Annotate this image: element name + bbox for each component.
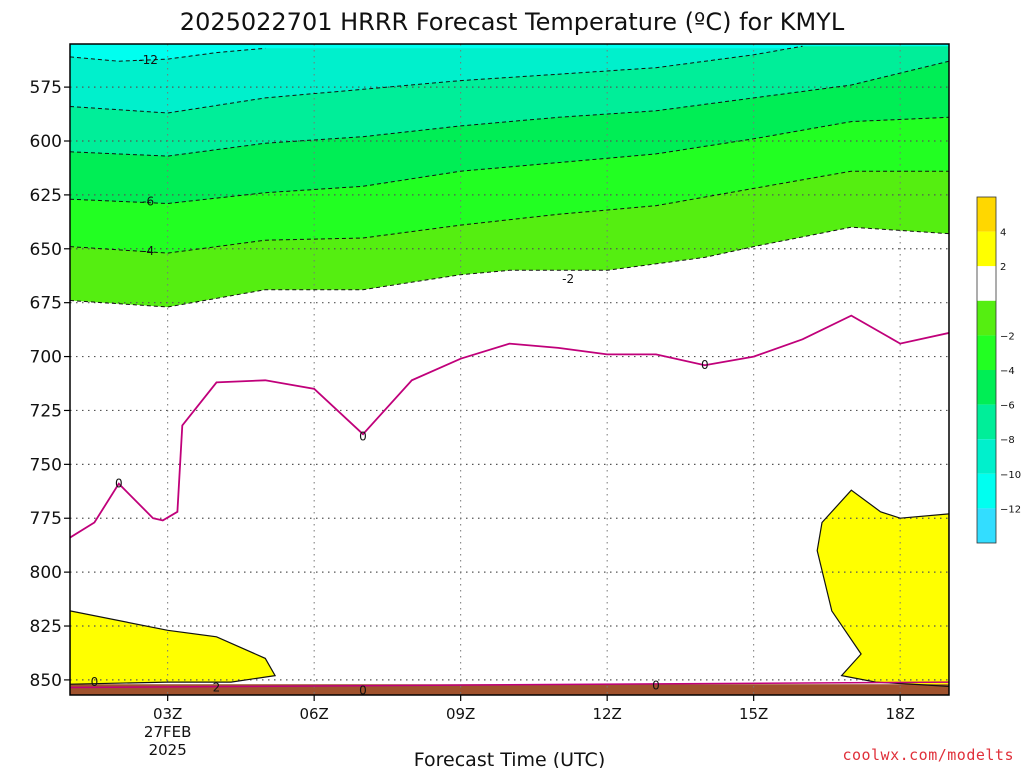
x-tick-label: 18Z xyxy=(885,705,914,723)
contour-label: -2 xyxy=(562,272,574,286)
colorbar-swatch xyxy=(977,370,996,405)
colorbar-label: −2 xyxy=(1000,331,1015,342)
contour-label: 0 xyxy=(359,684,367,698)
contour-0 xyxy=(70,314,949,539)
contour-minus-8 xyxy=(70,60,949,157)
contour-label: 0 xyxy=(91,675,99,689)
fill-warm-region-1 xyxy=(70,610,276,685)
contour-label: 0 xyxy=(652,678,660,692)
contour-minus-4 xyxy=(70,170,949,254)
x-tick-label: 12Z xyxy=(592,705,621,723)
contour-label: 0 xyxy=(115,477,123,491)
colorbar-label: −6 xyxy=(1000,401,1015,412)
y-tick-label: 650 xyxy=(30,240,62,260)
x-tick-label: 06Z xyxy=(299,705,328,723)
grid-lines xyxy=(70,44,949,695)
contour-label: 2 xyxy=(213,680,221,694)
x-tick-date: 2025 xyxy=(149,741,187,759)
colorbar-swatch xyxy=(977,266,996,301)
y-tick-label: 625 xyxy=(30,186,62,206)
contour-minus-2 xyxy=(70,226,949,308)
chart-title: 2025022701 HRRR Forecast Temperature (ºC… xyxy=(180,8,845,36)
colorbar-label: −4 xyxy=(1000,366,1015,377)
contour-2 xyxy=(70,610,277,685)
y-tick-label: 800 xyxy=(30,563,62,583)
colorbar-swatch xyxy=(977,404,996,440)
contour-0-surface xyxy=(70,681,949,689)
contour-lines xyxy=(70,45,949,689)
y-tick-label: 825 xyxy=(30,617,62,637)
contour-label: -12 xyxy=(138,53,158,67)
contour-minus-6 xyxy=(70,116,949,205)
contour-label: 0 xyxy=(359,429,367,443)
colorbar-swatch xyxy=(977,439,996,474)
colorbar: 4 2 −2 −4 −6 −8 −10 −12 xyxy=(976,196,1021,544)
y-tick-label: 750 xyxy=(30,455,62,475)
contour-labels: -12 -6 -4 -2 0 0 0 0 0 0 2 xyxy=(91,53,709,698)
x-axis-label: Forecast Time (UTC) xyxy=(414,749,605,768)
plot-frame xyxy=(69,43,950,696)
ground-band xyxy=(70,684,949,695)
contour-label: 0 xyxy=(701,358,709,372)
colorbar-swatch xyxy=(977,335,996,370)
colorbar-swatch xyxy=(977,197,996,232)
fill-band-0 xyxy=(70,227,949,695)
temperature-fill xyxy=(70,44,949,695)
x-tick-label: 15Z xyxy=(739,705,768,723)
y-tick-label: 600 xyxy=(30,132,62,152)
colorbar-border xyxy=(976,196,997,544)
y-tick-label: 675 xyxy=(30,294,62,314)
contour-label: -6 xyxy=(142,194,154,208)
contour-minus-10 xyxy=(70,45,803,114)
y-axis: 575 600 625 650 675 700 725 750 775 800 825 850 xyxy=(30,78,70,691)
y-tick-label: 850 xyxy=(30,671,62,691)
colorbar-label: −8 xyxy=(1000,435,1015,446)
colorbar-label: −10 xyxy=(1000,470,1021,481)
colorbar-swatch xyxy=(977,300,996,336)
y-tick-label: 700 xyxy=(30,348,62,368)
credit-link[interactable]: coolwx.com/modelts xyxy=(842,746,1014,764)
y-tick-label: 575 xyxy=(30,78,62,98)
x-tick-date: 27FEB xyxy=(144,723,191,741)
colorbar-swatch xyxy=(977,508,996,543)
contour-label: -4 xyxy=(142,244,154,258)
colorbar-label: 2 xyxy=(1000,262,1006,273)
colorbar-swatch xyxy=(977,231,996,267)
colorbar-swatch xyxy=(977,473,996,509)
x-tick-label: 03Z xyxy=(153,705,182,723)
colorbar-label: 4 xyxy=(1000,228,1006,239)
colorbar-label: −12 xyxy=(1000,504,1021,515)
contour-minus-12 xyxy=(70,47,266,62)
y-tick-label: 775 xyxy=(30,509,62,529)
x-tick-label: 09Z xyxy=(446,705,475,723)
y-tick-label: 725 xyxy=(30,401,62,421)
